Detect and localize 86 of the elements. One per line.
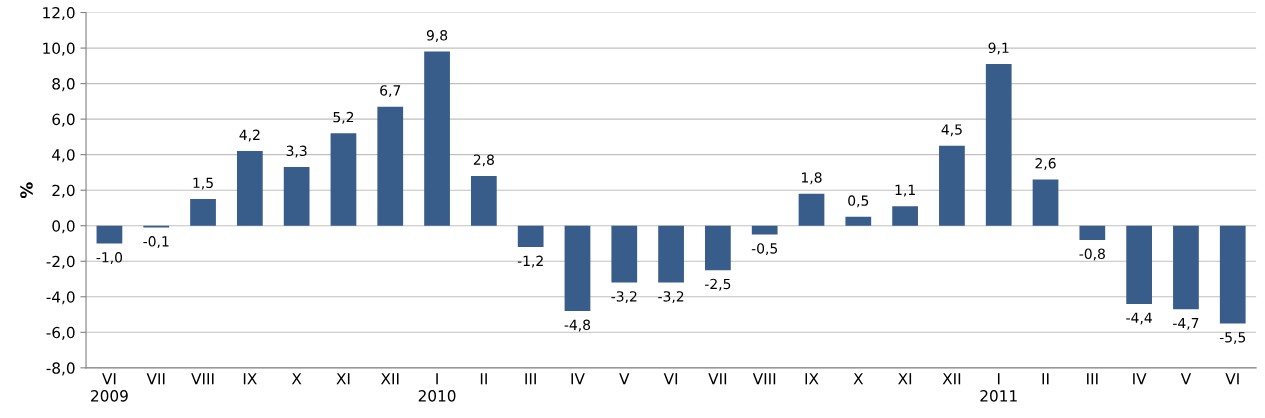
data-label: 1,5	[193, 177, 213, 190]
x-tick-label: VI	[1225, 373, 1239, 385]
bar	[892, 206, 918, 226]
bar	[470, 175, 497, 226]
data-label: -4,7	[1173, 317, 1199, 330]
bar	[939, 145, 965, 226]
bar	[705, 225, 731, 271]
bar	[985, 64, 1012, 226]
x-tick-label: IV	[571, 373, 585, 385]
x-tick-label: XII	[380, 373, 399, 385]
x-tick-label: VIII	[752, 373, 776, 385]
x-tick-label: V	[1180, 373, 1192, 385]
data-label: -4,8	[564, 319, 591, 332]
bar	[283, 167, 310, 226]
data-label: 4,2	[239, 129, 260, 142]
bar	[611, 225, 638, 283]
y-axis-title: %	[20, 182, 33, 198]
bar	[564, 225, 591, 311]
x-tick-label: IX	[243, 373, 257, 385]
y-tick-label: -2,0	[46, 255, 75, 269]
x-tick-label: I 2010	[418, 373, 456, 402]
x-tick-label: I 2011	[980, 373, 1017, 402]
y-tick-label: -4,0	[46, 291, 75, 305]
data-label: 1,1	[895, 184, 915, 197]
y-tick-label: 8,0	[52, 78, 75, 92]
bar	[1219, 225, 1246, 324]
y-tick-label: 6,0	[52, 113, 75, 127]
x-tick-label: XII	[942, 373, 961, 385]
x-tick-label: XI	[336, 373, 350, 385]
bar	[798, 193, 825, 226]
data-label: 0,5	[848, 195, 869, 208]
bar	[96, 225, 123, 244]
data-label: 2,6	[1035, 158, 1056, 170]
x-tick-label: VI 2009	[91, 373, 128, 402]
bar	[658, 225, 684, 283]
bar	[236, 151, 263, 226]
data-label: 9,8	[426, 30, 448, 43]
data-label: 5,2	[333, 111, 354, 124]
bar	[517, 225, 544, 248]
x-tick-label: VII	[708, 373, 727, 385]
x-tick-label: III	[1087, 373, 1098, 385]
bar	[330, 133, 357, 226]
bar	[751, 225, 778, 235]
x-tick-label: VII	[146, 373, 165, 385]
x-tick-label: V	[619, 373, 630, 385]
x-tick-label: III	[525, 373, 536, 385]
data-label: 3,3	[286, 145, 307, 158]
data-label: 4,5	[941, 124, 962, 137]
data-label: -3,2	[611, 291, 637, 304]
data-label: -1,0	[96, 252, 123, 264]
bar	[1079, 225, 1106, 240]
y-tick-label: 10,0	[43, 42, 75, 56]
y-tick-label: 4,0	[52, 149, 75, 163]
data-label: 2,8	[473, 154, 494, 167]
data-label: 1,8	[801, 172, 822, 185]
data-label: -0,8	[1079, 248, 1105, 261]
bar	[1032, 179, 1059, 226]
y-tick-label: -8,0	[46, 362, 75, 376]
x-tick-label: VIII	[191, 373, 214, 385]
bar	[424, 51, 450, 226]
x-tick-label: IX	[805, 373, 819, 385]
data-label: -3,2	[658, 291, 684, 304]
y-tick-label: 2,0	[52, 184, 75, 198]
x-tick-label: X	[291, 373, 302, 385]
data-label: -5,5	[1219, 332, 1246, 344]
data-label: -0,1	[143, 236, 169, 248]
data-label: -1,2	[517, 255, 543, 268]
bar	[1126, 225, 1152, 304]
bar	[377, 106, 404, 226]
x-tick-label: X	[853, 373, 864, 385]
data-label: -0,5	[751, 243, 778, 256]
data-label: 6,7	[380, 85, 401, 98]
x-tick-label: II	[1042, 373, 1049, 385]
y-tick-label: 12,0	[43, 7, 75, 21]
x-tick-label: VI	[663, 373, 678, 385]
y-tick-label: -6,0	[46, 326, 75, 340]
bar	[190, 199, 216, 226]
y-tick-label: 0,0	[52, 220, 75, 234]
x-tick-label: XI	[898, 373, 912, 385]
x-tick-label: II	[480, 373, 487, 385]
data-label: -4,4	[1126, 312, 1152, 325]
bar	[845, 216, 872, 226]
data-label: 9,1	[988, 42, 1009, 55]
x-tick-label: IV	[1133, 373, 1147, 385]
bar	[1173, 225, 1199, 310]
data-label: -2,5	[705, 278, 731, 291]
